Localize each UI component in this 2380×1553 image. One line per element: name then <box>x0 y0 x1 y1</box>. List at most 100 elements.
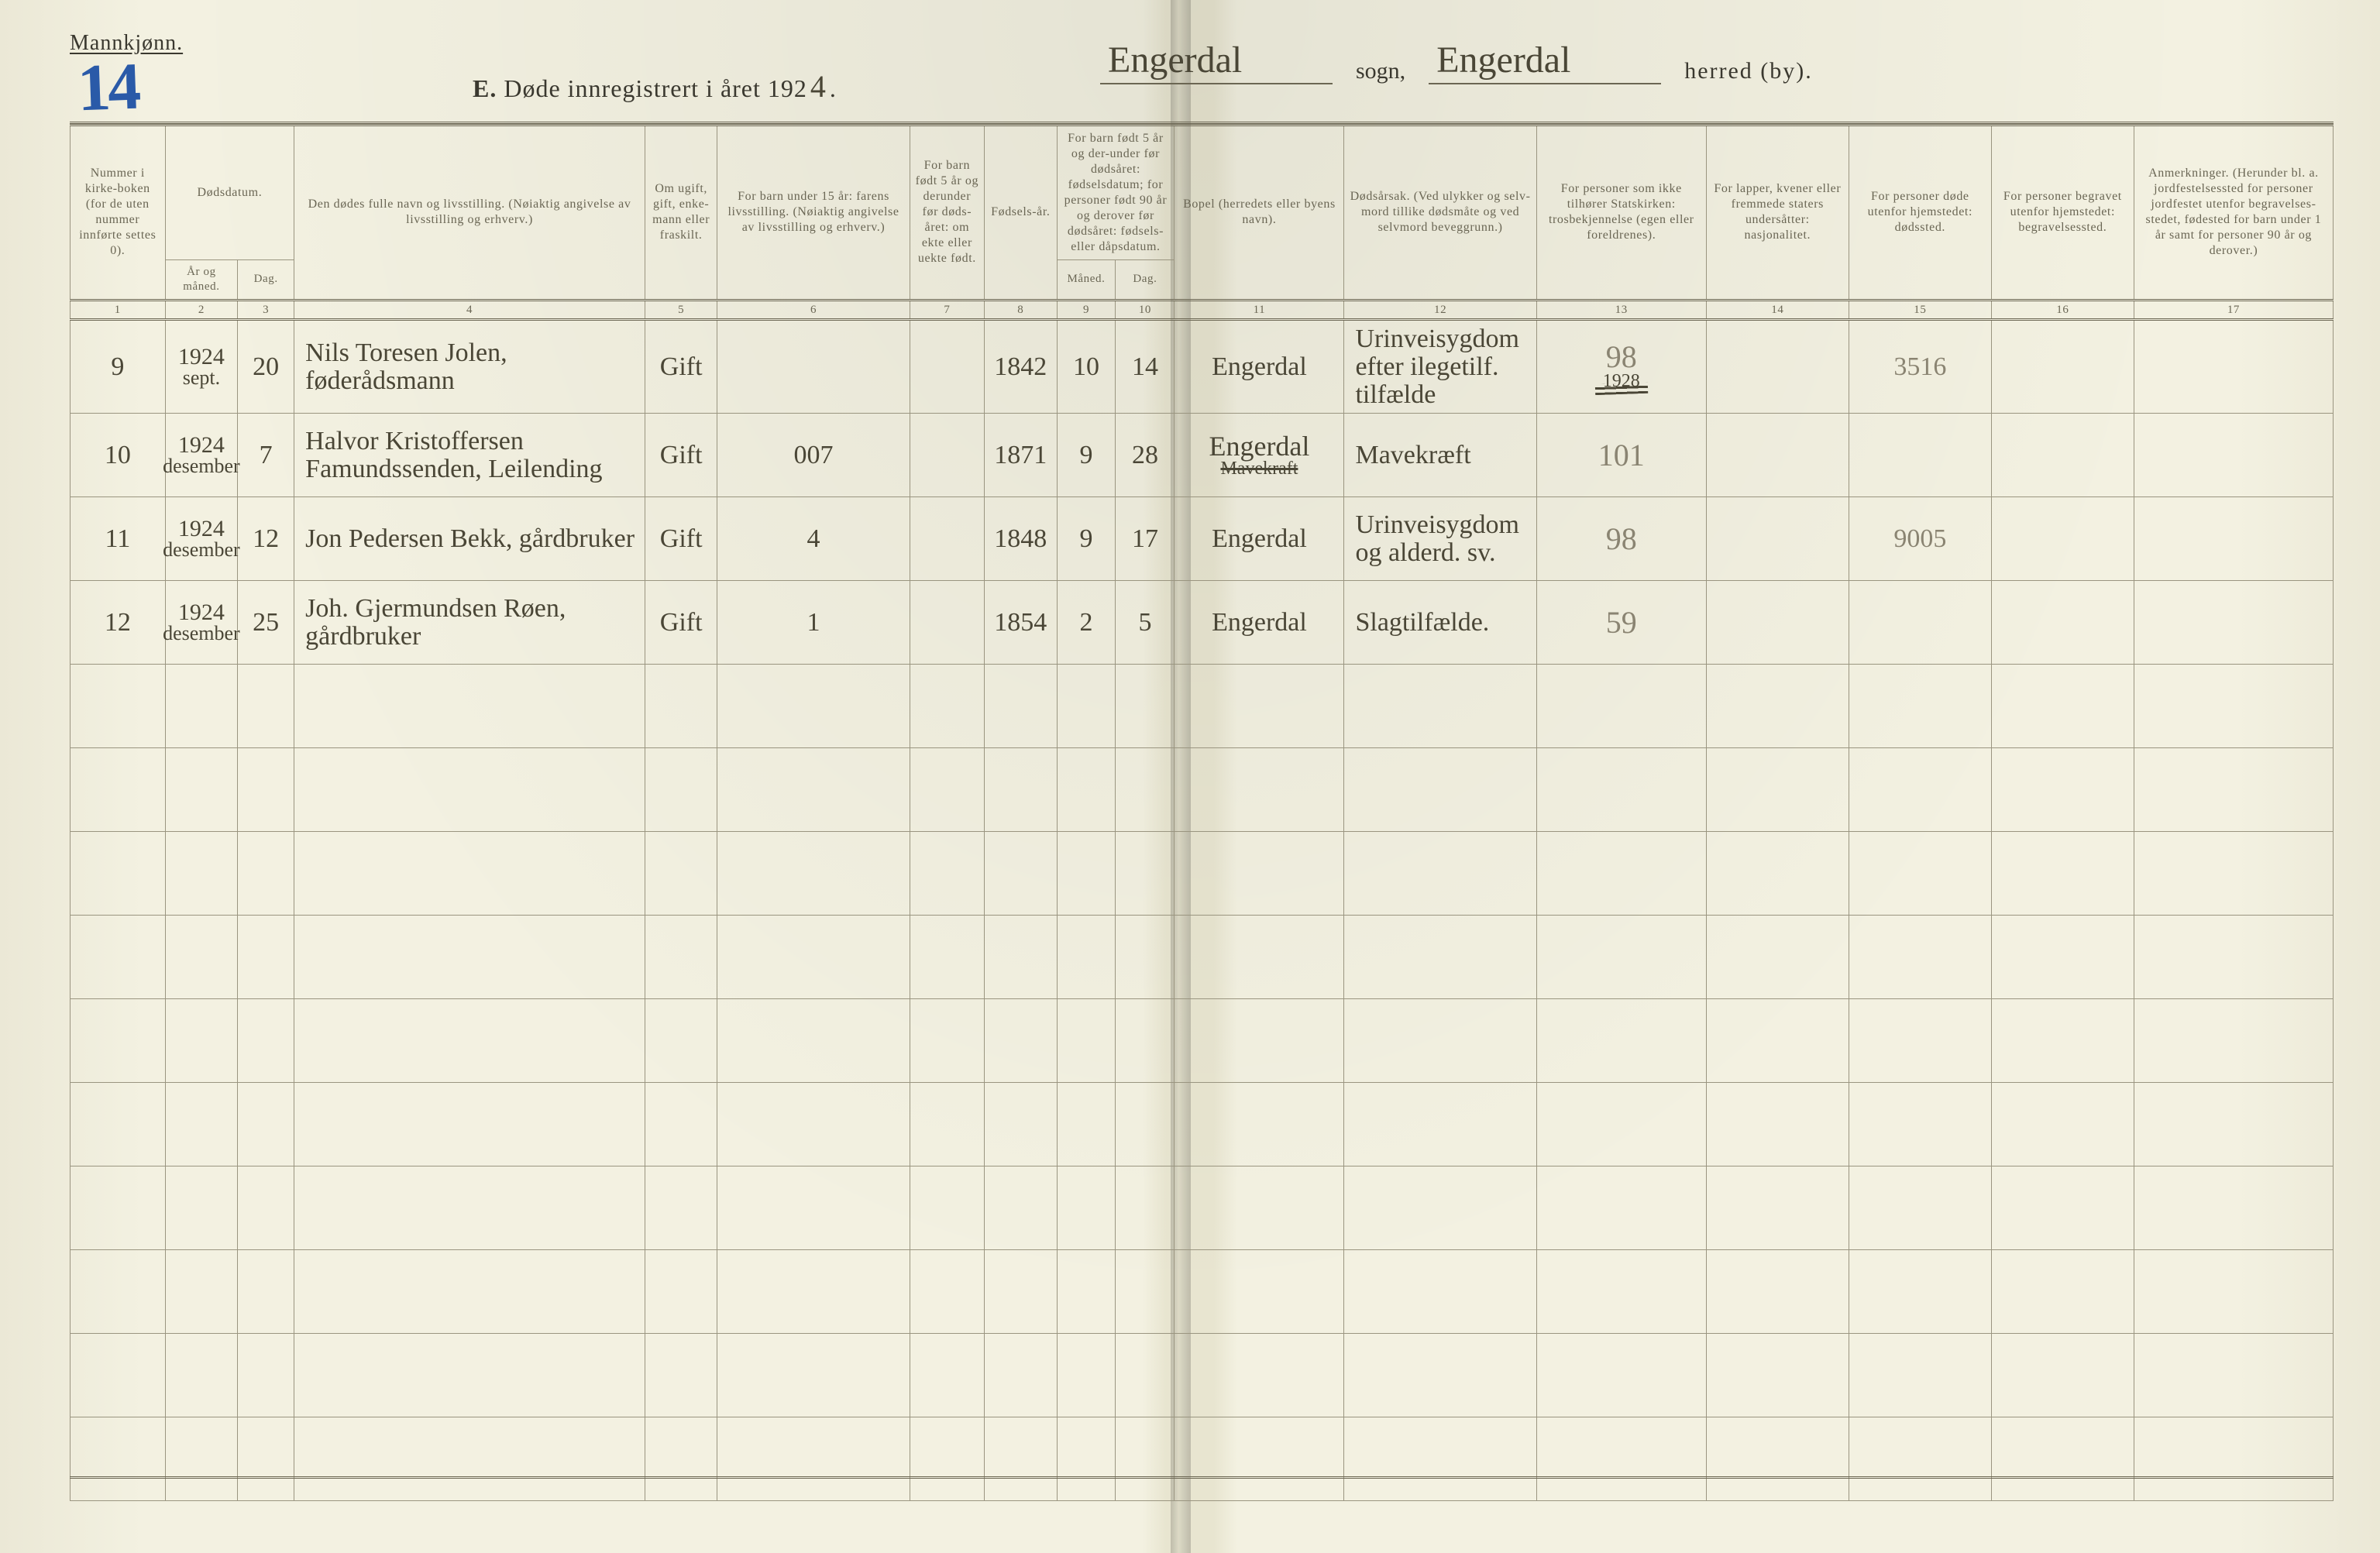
col16 <box>1991 581 2134 665</box>
empty-cell <box>71 916 166 999</box>
birth-day: 28 <box>1116 414 1175 497</box>
empty-cell <box>717 1334 910 1417</box>
death-day: 12 <box>238 497 294 581</box>
empty-cell <box>910 1250 984 1334</box>
empty-cell <box>1706 1417 1849 1501</box>
empty-cell <box>1057 1250 1116 1334</box>
empty-cell <box>1536 748 1706 832</box>
empty-cell <box>1849 832 1991 916</box>
col-1-head: Nummer i kirke-boken (for de uten nummer… <box>71 125 166 301</box>
table-header: Nummer i kirke-boken (for de uten nummer… <box>71 125 2334 320</box>
empty-cell <box>645 832 717 916</box>
colnum: 15 <box>1849 300 1991 320</box>
table-body: 9 1924sept.20Nils Toresen Jolen, føderåds… <box>71 320 2334 1501</box>
empty-cell <box>1344 832 1536 916</box>
birth-month: 9 <box>1057 497 1116 581</box>
empty-cell <box>1175 1250 1344 1334</box>
col-2a-head: Dødsdatum. <box>165 125 294 260</box>
empty-cell <box>294 1334 645 1417</box>
empty-cell <box>910 1417 984 1501</box>
empty-cell <box>645 748 717 832</box>
col-4-head: Den dødes fulle navn og livsstilling. (N… <box>294 125 645 301</box>
empty-cell <box>165 832 237 916</box>
empty-cell <box>1849 1083 1991 1166</box>
empty-cell <box>2134 916 2333 999</box>
form-title: E. Døde innregistrert i året 1924. <box>473 68 837 105</box>
col-17-head: Anmerkninger. (Herunder bl. a. jordfeste… <box>2134 125 2333 301</box>
parish-name-hand: Engerdal <box>1100 39 1333 84</box>
empty-cell <box>294 832 645 916</box>
sogn-label: sogn, <box>1356 58 1405 84</box>
birth-month: 2 <box>1057 581 1116 665</box>
residence: EngerdalMavekraft <box>1175 414 1344 497</box>
table-row <box>71 748 2334 832</box>
empty-cell <box>1536 1417 1706 1501</box>
empty-cell <box>2134 1083 2333 1166</box>
empty-cell <box>1991 1083 2134 1166</box>
form-title-text: Døde innregistrert i året 192 <box>504 74 807 102</box>
deceased-name: Nils Toresen Jolen, føderådsmann <box>294 320 645 414</box>
parish-line: Engerdal sogn, Engerdal herred (by). <box>1100 39 2334 84</box>
empty-cell <box>238 748 294 832</box>
col6: 1 <box>717 581 910 665</box>
empty-cell <box>1849 1417 1991 1501</box>
empty-cell <box>1536 665 1706 748</box>
empty-cell <box>1175 1417 1344 1501</box>
colnum: 7 <box>910 300 984 320</box>
col-10-head: Dag. <box>1116 260 1175 301</box>
empty-cell <box>645 916 717 999</box>
death-day: 20 <box>238 320 294 414</box>
empty-cell <box>717 1250 910 1334</box>
empty-cell <box>294 1250 645 1334</box>
empty-cell <box>1849 916 1991 999</box>
col17 <box>2134 320 2333 414</box>
col7 <box>910 581 984 665</box>
empty-cell <box>1706 1166 1849 1250</box>
table-row: 121924desember25Joh. Gjermundsen Røen, g… <box>71 581 2334 665</box>
birth-day: 5 <box>1116 581 1175 665</box>
empty-cell <box>1536 1334 1706 1417</box>
empty-cell <box>1116 665 1175 748</box>
sheet-inner: Mannkjønn. 14 E. Døde innregistrert i år… <box>70 31 2334 1507</box>
birth-year: 1848 <box>985 497 1057 581</box>
table-row <box>71 1334 2334 1417</box>
col-9a-head: For barn født 5 år og der-under før døds… <box>1057 125 1175 260</box>
empty-cell <box>1057 916 1116 999</box>
empty-cell <box>1344 1083 1536 1166</box>
empty-cell <box>2134 748 2333 832</box>
empty-cell <box>1116 832 1175 916</box>
empty-cell <box>1991 748 2134 832</box>
table-row <box>71 1166 2334 1250</box>
empty-cell <box>294 748 645 832</box>
empty-cell <box>1116 1083 1175 1166</box>
empty-cell <box>1849 999 1991 1083</box>
table-row <box>71 1417 2334 1501</box>
empty-cell <box>1849 1166 1991 1250</box>
empty-cell <box>1175 1166 1344 1250</box>
empty-cell <box>985 999 1057 1083</box>
empty-cell <box>1116 1334 1175 1417</box>
empty-cell <box>1057 1417 1116 1501</box>
empty-cell <box>71 999 166 1083</box>
marital-status: Gift <box>645 581 717 665</box>
empty-cell <box>71 1417 166 1501</box>
col7 <box>910 497 984 581</box>
empty-cell <box>1706 1334 1849 1417</box>
empty-cell <box>1991 665 2134 748</box>
empty-cell <box>165 748 237 832</box>
empty-cell <box>910 665 984 748</box>
table-row <box>71 999 2334 1083</box>
form-title-period: . <box>830 74 837 102</box>
death-year-month: 1924sept. <box>165 320 237 414</box>
empty-cell <box>71 1083 166 1166</box>
empty-cell <box>1849 1334 1991 1417</box>
marital-status: Gift <box>645 497 717 581</box>
empty-cell <box>238 832 294 916</box>
birth-year: 1854 <box>985 581 1057 665</box>
empty-cell <box>717 916 910 999</box>
empty-cell <box>717 665 910 748</box>
ledger-sheet: Mannkjønn. 14 E. Døde innregistrert i år… <box>0 0 2380 1553</box>
colnum: 5 <box>645 300 717 320</box>
empty-cell <box>1344 1417 1536 1501</box>
residence: Engerdal <box>1175 497 1344 581</box>
